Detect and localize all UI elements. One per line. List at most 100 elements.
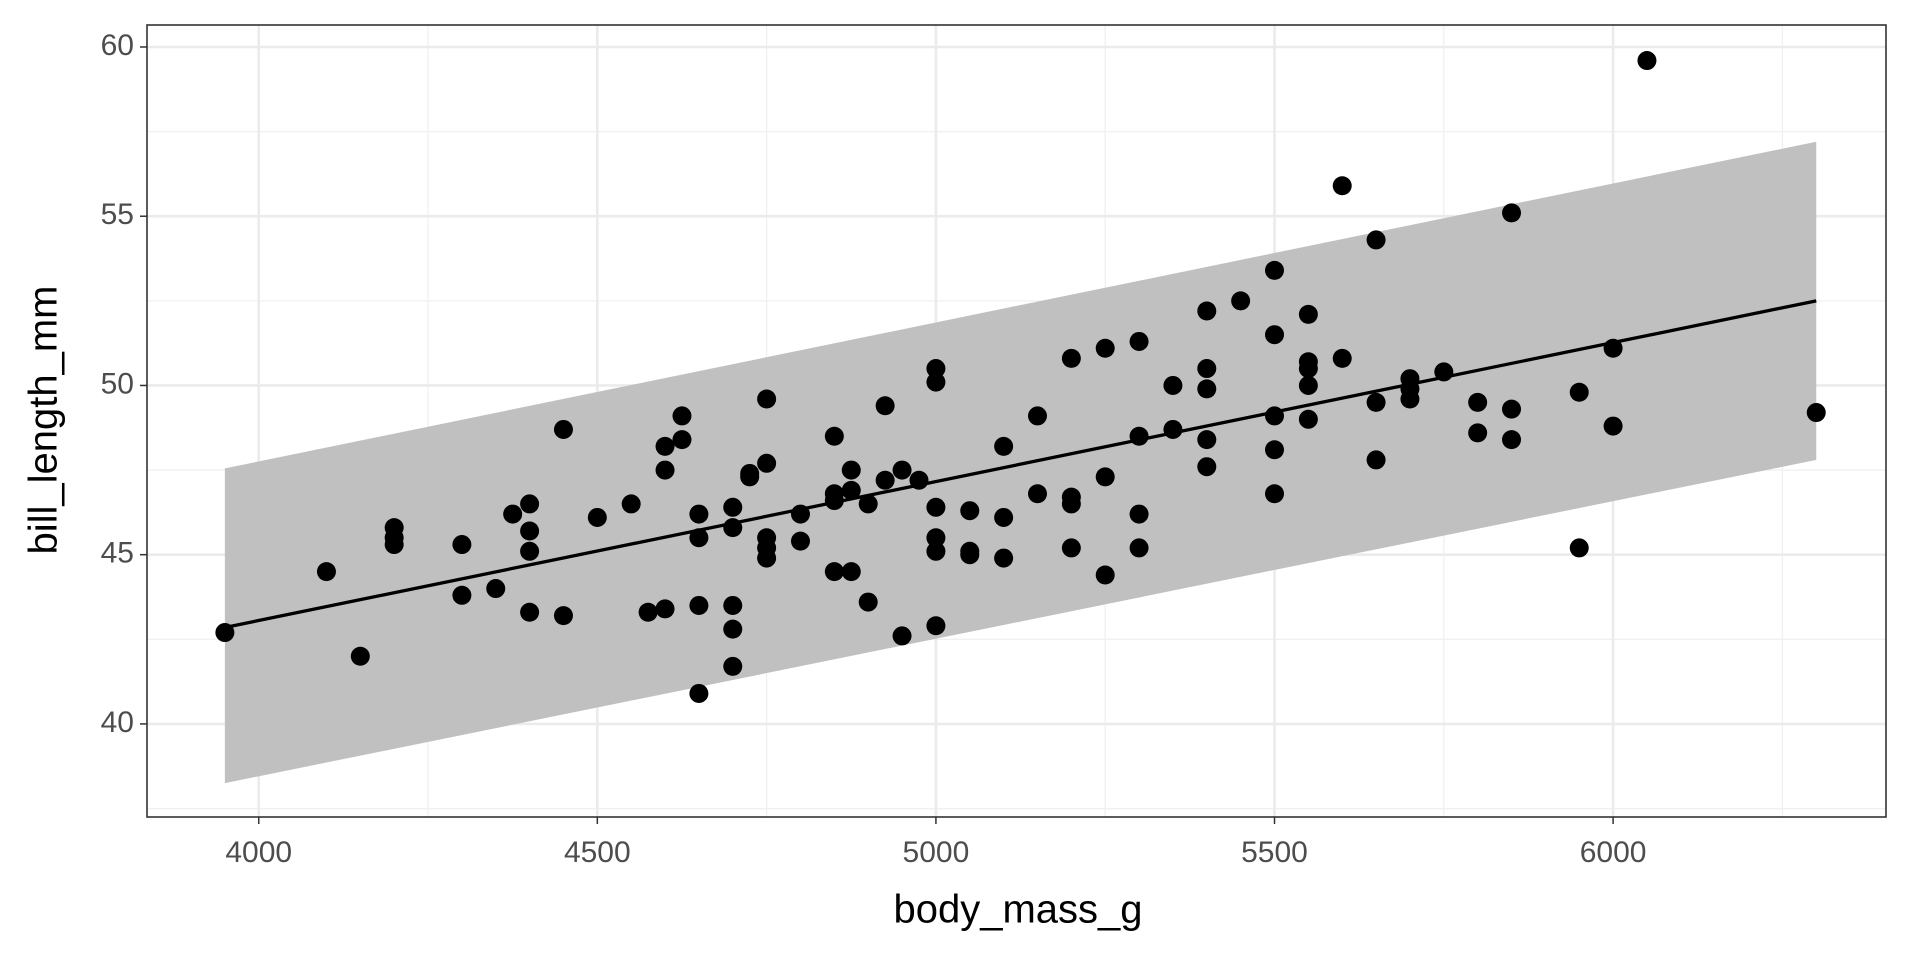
x-axis-title: body_mass_g (893, 888, 1142, 932)
point (1197, 430, 1217, 450)
point (723, 619, 743, 639)
point (926, 372, 946, 392)
point (740, 467, 760, 487)
point (1197, 457, 1217, 477)
point (1061, 538, 1081, 558)
point (994, 548, 1014, 568)
point (824, 562, 844, 582)
point (757, 453, 777, 473)
point (1468, 423, 1488, 443)
point (858, 592, 878, 612)
point (1502, 203, 1522, 223)
point (1129, 504, 1149, 524)
point (655, 599, 675, 619)
point (689, 683, 709, 703)
point (1502, 430, 1522, 450)
point (638, 602, 658, 622)
point (316, 562, 336, 582)
point (875, 396, 895, 416)
point (1163, 375, 1183, 395)
point (892, 460, 912, 480)
point (926, 541, 946, 561)
point (520, 494, 540, 514)
fit-line (224, 299, 1817, 630)
point (841, 480, 861, 500)
point (1366, 392, 1386, 412)
point (689, 504, 709, 524)
y-axis-title: bill_length_mm (22, 285, 66, 554)
point (1197, 359, 1217, 379)
point (1298, 304, 1318, 324)
point (1095, 338, 1115, 358)
point (892, 626, 912, 646)
point (926, 616, 946, 636)
point (1265, 484, 1285, 504)
point (1129, 426, 1149, 446)
point (553, 419, 573, 439)
point (1061, 348, 1081, 368)
point (689, 528, 709, 548)
point (1569, 382, 1589, 402)
point (520, 602, 540, 622)
point (1502, 399, 1522, 419)
x-tick-label: 4500 (564, 836, 631, 869)
point (621, 494, 641, 514)
point (1603, 416, 1623, 436)
point (841, 562, 861, 582)
point (350, 646, 370, 666)
point (875, 470, 895, 490)
point (926, 528, 946, 548)
point (452, 585, 472, 605)
point (1095, 467, 1115, 487)
y-tick-label: 55 (101, 198, 134, 231)
x-tick-label: 5500 (1241, 836, 1308, 869)
point (520, 521, 540, 541)
point (723, 497, 743, 517)
point (1366, 230, 1386, 250)
x-tick-label: 4000 (225, 836, 292, 869)
point (926, 359, 946, 379)
point (1231, 291, 1251, 311)
point (520, 541, 540, 561)
point (1400, 389, 1420, 409)
point (926, 497, 946, 517)
point (384, 535, 404, 555)
point (723, 595, 743, 615)
point (655, 436, 675, 456)
point (587, 507, 607, 527)
point (452, 535, 472, 555)
point (1197, 301, 1217, 321)
point (1265, 260, 1285, 280)
point (1298, 359, 1318, 379)
point (486, 579, 506, 599)
point (672, 430, 692, 450)
point (841, 460, 861, 480)
point (1197, 379, 1217, 399)
point (960, 545, 980, 565)
point (1129, 331, 1149, 351)
point (553, 606, 573, 626)
point (1366, 450, 1386, 470)
x-tick-label: 5000 (903, 836, 970, 869)
point (1332, 176, 1352, 196)
point (757, 548, 777, 568)
point (1129, 538, 1149, 558)
plot-border (146, 24, 1887, 818)
point (689, 595, 709, 615)
point (1298, 409, 1318, 429)
point (1468, 392, 1488, 412)
point (1265, 325, 1285, 345)
point (1806, 403, 1826, 423)
x-tick-label: 6000 (1580, 836, 1647, 869)
point (1163, 419, 1183, 439)
point (994, 436, 1014, 456)
point (655, 460, 675, 480)
point (790, 531, 810, 551)
point (1027, 484, 1047, 504)
point (1637, 51, 1657, 71)
point (824, 426, 844, 446)
point (858, 494, 878, 514)
point (1569, 538, 1589, 558)
